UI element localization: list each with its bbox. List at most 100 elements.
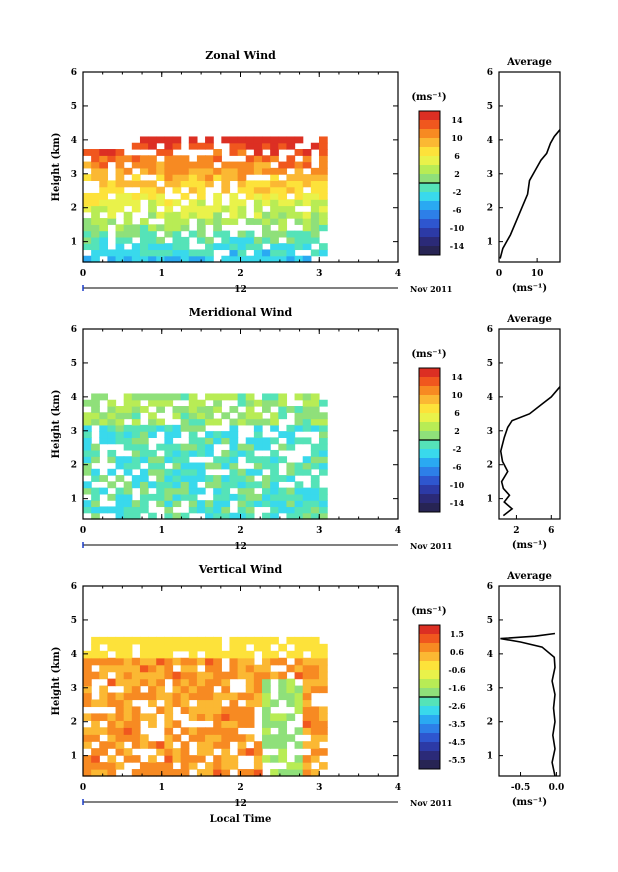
heatmap-cell [302,657,312,666]
heatmap-cell [302,727,312,735]
heatmap-cell [156,706,165,715]
heatmap-cell [139,243,149,251]
heatmap-cell [245,475,255,482]
heatmap-cell [245,243,255,251]
heatmap-cell [310,393,320,401]
heatmap-cell [318,720,328,728]
heatmap-cell [213,211,222,219]
heatmap-cell [310,734,320,742]
heatmap-cell [205,174,214,182]
heatmap-cell [148,418,157,426]
heatmap-cell [245,650,255,659]
heatmap-cell [83,487,92,495]
heatmap-cell [310,500,320,508]
heatmap-cell [253,678,263,687]
heatmap-cell [302,393,312,401]
average-y-tick-label: 6 [487,582,493,592]
heatmap-cell [148,481,157,489]
heatmap-cell [270,475,279,482]
heatmap-cell [262,699,271,708]
heatmap-cell [286,713,296,721]
heatmap-cell [253,186,263,194]
y-tick-label: 1 [71,752,77,762]
heatmap-cell [221,720,231,728]
heatmap-cell [262,671,271,680]
heatmap-cell [148,449,157,457]
heatmap-cell [205,713,214,721]
heatmap-cell [99,487,109,495]
heatmap-cell [318,437,328,445]
x-tick-label: 1 [159,269,165,279]
heatmap-cell [156,462,165,470]
heatmap-cell [294,769,304,777]
heatmap-cell [294,643,304,652]
heatmap-cell [245,167,255,175]
colorbar-tick-label: -1.6 [448,683,466,693]
heatmap-cell [205,741,214,749]
heatmap-cell [229,664,239,673]
heatmap-cell [237,136,247,144]
heatmap-cell [91,512,100,520]
heatmap-cell [107,180,117,188]
heatmap-cell [156,657,165,666]
average-y-tick-label: 3 [487,427,493,437]
heatmap-cell [107,437,117,445]
heatmap-cell [253,155,263,163]
heatmap-cell [83,437,92,445]
heatmap-cell [164,741,174,749]
heatmap-cell [229,218,239,225]
heatmap-cell [310,512,320,520]
heatmap-cell [115,493,125,501]
heatmap-cell [172,512,182,520]
heatmap-cell [302,255,312,263]
heatmap-cell [229,199,239,207]
heatmap-cell [180,643,190,652]
heatmap-cell [139,468,149,476]
heatmap-cell [83,506,92,514]
heatmap-cell [172,493,182,501]
heatmap-cell [278,720,288,728]
heatmap-cell [221,393,231,401]
heatmap-cell [180,211,190,219]
heatmap-cell [221,161,231,169]
heatmap-cell [188,678,198,687]
colorbar-tick-label: 2 [454,426,460,436]
colorbar-segment [419,413,440,423]
heatmap-cell [253,481,263,489]
heatmap-cell [221,431,231,439]
heatmap-cell [302,437,312,445]
average-y-tick-label: 6 [487,68,493,78]
heatmap-cell [294,211,304,219]
colorbar-tick-label: 14 [451,372,463,382]
heatmap-cell [180,443,190,451]
heatmap-cell [237,449,247,457]
heatmap-cell [196,412,206,420]
heatmap-cell [237,243,247,251]
heatmap-cell [294,424,304,432]
heatmap-cell [115,741,125,749]
heatmap-cell [123,699,133,708]
heatmap-cell [262,657,271,666]
heatmap-cell [294,762,304,770]
heatmap-cell [294,236,304,244]
heatmap-cell [156,243,165,251]
heatmap-cell [294,199,304,207]
heatmap-cell [156,161,165,169]
heatmap-cell [123,456,133,464]
heatmap-cell [205,180,214,188]
heatmap-cell [83,255,92,263]
heatmap-cell [172,424,182,432]
heatmap-cell [262,167,271,175]
heatmap-cell [221,678,231,687]
heatmap-cell [139,456,149,464]
heatmap-cell [172,734,182,742]
average-profile-line [499,386,561,517]
heatmap-cell [196,437,206,445]
date-label: 12 [234,285,247,295]
heatmap-cell [107,406,117,413]
heatmap-cell [139,741,149,749]
heatmap-cell [139,186,149,194]
heatmap-cell [172,481,182,489]
heatmap-cell [286,685,296,694]
colorbar-segment [419,643,440,653]
